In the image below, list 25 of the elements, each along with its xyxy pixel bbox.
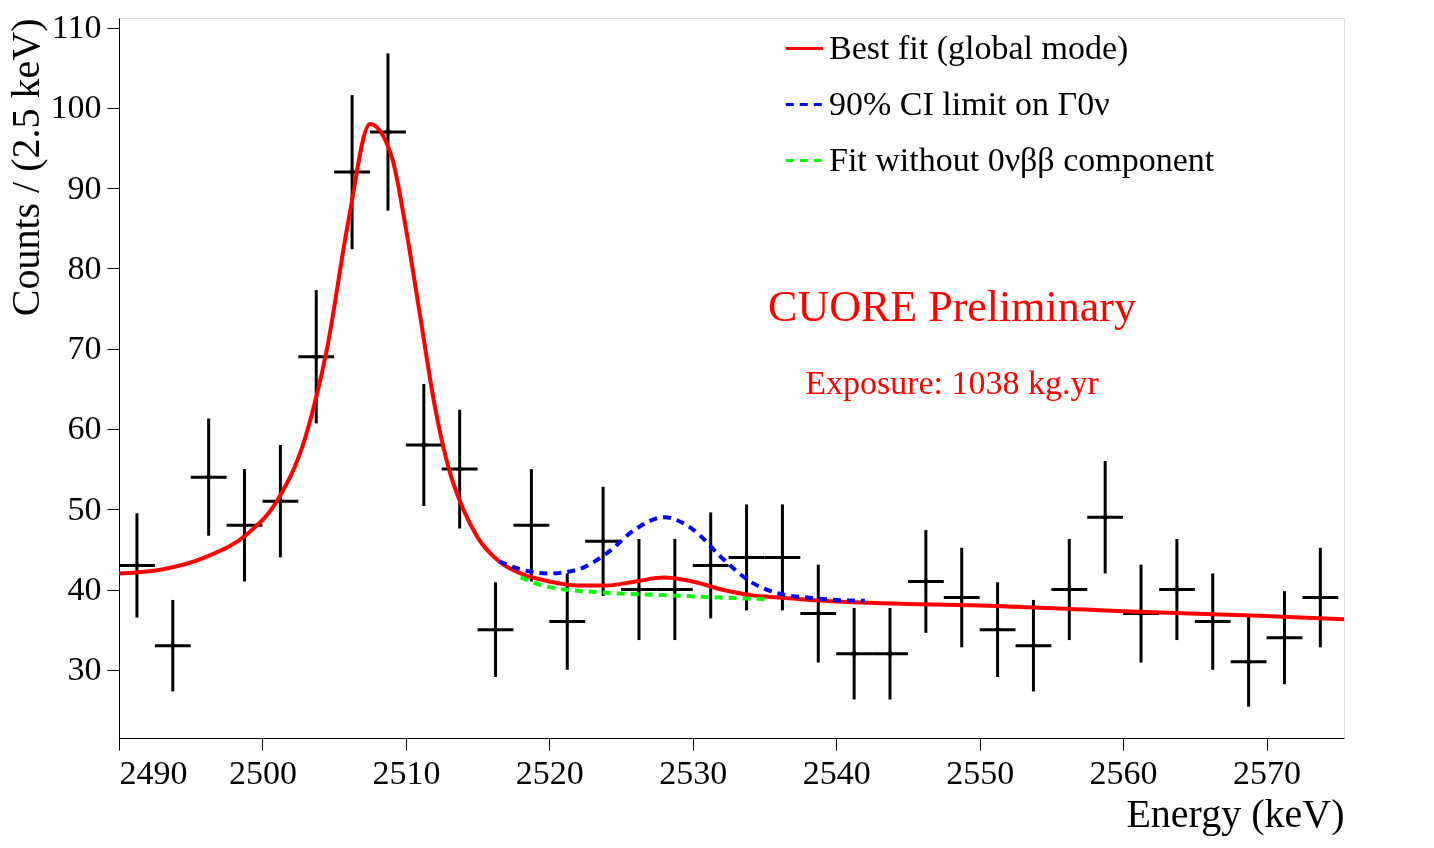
x-tick-label: 2490 bbox=[119, 753, 188, 791]
y-tick-label: 50 bbox=[67, 489, 102, 527]
y-tick-label: 100 bbox=[50, 88, 102, 126]
x-tick-label: 2540 bbox=[802, 753, 871, 791]
x-tick-label: 2530 bbox=[659, 753, 728, 791]
x-axis-title: Energy (keV) bbox=[1126, 790, 1345, 836]
legend-label: 90% CI limit on Γ0ν bbox=[829, 84, 1110, 122]
y-tick-label: 60 bbox=[67, 409, 102, 447]
y-tick-label: 80 bbox=[67, 248, 102, 286]
x-tick-label: 2570 bbox=[1233, 753, 1302, 791]
y-tick-label: 90 bbox=[67, 168, 102, 206]
y-axis-title: Counts / (2.5 keV) bbox=[2, 18, 48, 317]
y-tick-label: 30 bbox=[67, 650, 102, 688]
x-tick-label: 2520 bbox=[515, 753, 584, 791]
annotation: Exposure: 1038 kg.yr bbox=[805, 364, 1100, 401]
y-tick-label: 70 bbox=[67, 329, 102, 367]
y-tick-label: 110 bbox=[51, 8, 102, 46]
legend-label: Fit without 0νββ component bbox=[829, 140, 1215, 178]
legend-label: Best fit (global mode) bbox=[829, 28, 1129, 67]
x-tick-label: 2500 bbox=[228, 753, 297, 791]
x-tick-label: 2560 bbox=[1089, 753, 1158, 791]
annotation: CUORE Preliminary bbox=[768, 282, 1136, 331]
x-tick-label: 2550 bbox=[946, 753, 1015, 791]
x-tick-label: 2510 bbox=[372, 753, 441, 791]
y-tick-label: 40 bbox=[67, 570, 102, 608]
